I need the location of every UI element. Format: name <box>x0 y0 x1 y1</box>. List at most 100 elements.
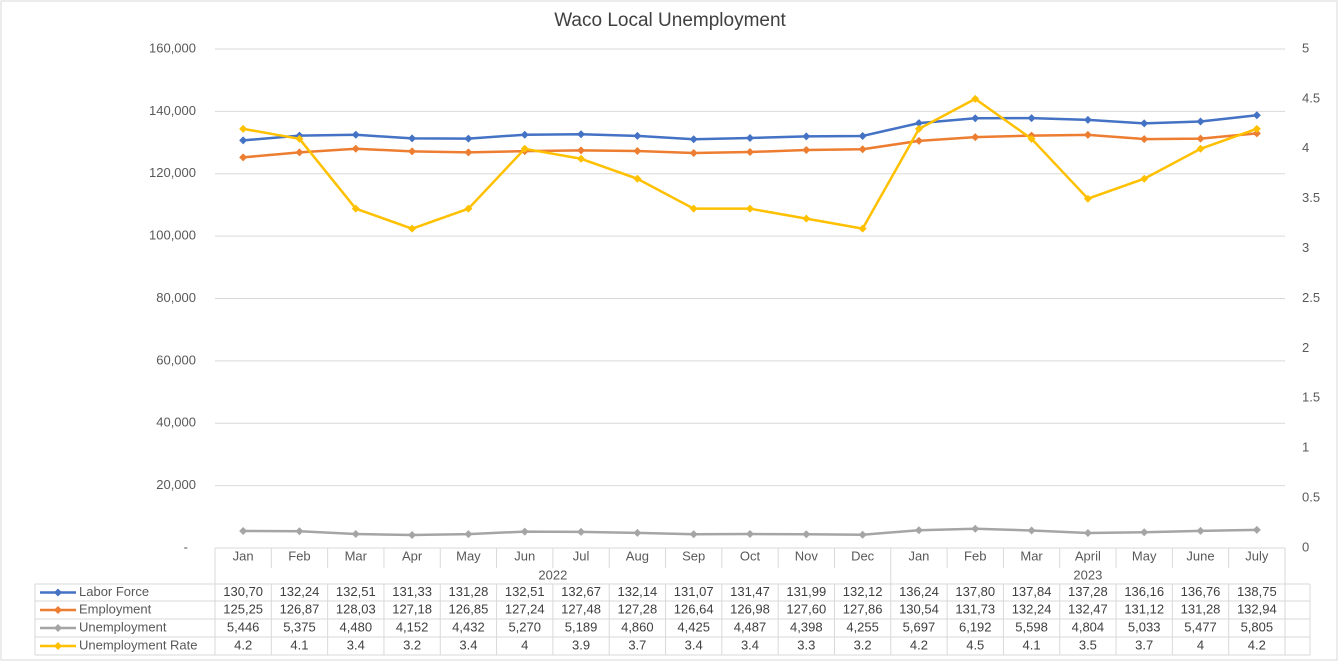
series-marker <box>1196 134 1205 143</box>
table-value: 4.1 <box>1023 637 1041 652</box>
x-tick-label: Apr <box>402 548 423 563</box>
series-marker <box>689 135 698 144</box>
table-value: 137,80 <box>955 584 995 599</box>
table-value: 4,255 <box>846 619 879 634</box>
table-value: 3.2 <box>403 637 421 652</box>
y2-tick-label: 2 <box>1302 340 1309 355</box>
series-marker <box>1196 144 1205 153</box>
y-tick-label: 120,000 <box>149 165 196 180</box>
table-value: 5,598 <box>1015 619 1048 634</box>
series-marker <box>633 528 642 537</box>
x-tick-label: Jun <box>514 548 535 563</box>
table-value: 4,152 <box>396 619 429 634</box>
table-value: 132,51 <box>336 584 376 599</box>
legend-label: Labor Force <box>79 584 149 599</box>
series-marker <box>1196 117 1205 126</box>
legend-marker <box>54 624 62 632</box>
table-value: 131,73 <box>955 601 995 616</box>
series-marker <box>577 154 586 163</box>
series-marker <box>746 133 754 142</box>
y-tick-label: 140,000 <box>149 103 196 118</box>
table-value: 131,28 <box>449 584 489 599</box>
y2-tick-label: 4 <box>1302 140 1309 155</box>
series-marker <box>408 531 417 540</box>
y-tick-label: 20,000 <box>156 477 196 492</box>
table-value: 131,33 <box>392 584 432 599</box>
table-value: 4.2 <box>1248 637 1266 652</box>
series-marker <box>1252 129 1261 138</box>
series-marker <box>802 214 811 223</box>
table-value: 131,28 <box>1181 601 1221 616</box>
table-value: 5,375 <box>283 619 316 634</box>
series-marker <box>351 130 360 139</box>
table-value: 132,24 <box>280 584 320 599</box>
series-marker <box>295 148 304 157</box>
y2-tick-label: 1.5 <box>1302 390 1320 405</box>
x-tick-label: April <box>1075 548 1101 563</box>
series-marker <box>464 148 473 157</box>
series-marker <box>1027 526 1036 535</box>
series-marker <box>464 204 473 213</box>
x-tick-label: Mar <box>1020 548 1043 563</box>
x-tick-label: May <box>1132 548 1157 563</box>
table-value: 131,99 <box>786 584 826 599</box>
series-marker <box>577 527 586 536</box>
series-marker <box>351 144 360 153</box>
table-value: 132,94 <box>1237 601 1277 616</box>
series-marker <box>520 527 529 536</box>
table-value: 4 <box>1197 637 1204 652</box>
legend-marker <box>54 606 62 614</box>
table-value: 3.2 <box>854 637 872 652</box>
table-value: 5,805 <box>1241 619 1274 634</box>
series-marker <box>802 530 811 539</box>
series-marker <box>1252 111 1261 120</box>
series-marker <box>689 204 698 213</box>
table-value: 3.7 <box>628 637 646 652</box>
table-value: 138,75 <box>1237 584 1277 599</box>
x-group-label: 2022 <box>538 567 567 582</box>
series-marker <box>802 132 811 141</box>
legend-marker <box>54 588 62 597</box>
x-tick-label: Jan <box>233 548 254 563</box>
y-tick-label: 40,000 <box>156 415 196 430</box>
y2-tick-label: 1 <box>1302 440 1309 455</box>
table-value: 127,28 <box>617 601 657 616</box>
x-tick-label: Jan <box>908 548 929 563</box>
series-marker <box>633 147 642 156</box>
y2-tick-label: 3.5 <box>1302 190 1320 205</box>
series-marker <box>689 530 698 539</box>
y2-tick-label: 0.5 <box>1302 490 1320 505</box>
table-value: 126,85 <box>449 601 489 616</box>
table-value: 4,480 <box>340 619 373 634</box>
series-marker <box>1252 525 1261 534</box>
series-marker <box>239 136 248 145</box>
series-marker <box>1252 124 1261 133</box>
series-marker <box>239 124 248 133</box>
table-value: 3.7 <box>1135 637 1153 652</box>
series-marker <box>1140 174 1149 183</box>
table-value: 127,18 <box>392 601 432 616</box>
series-marker <box>1140 135 1149 144</box>
table-value: 4.2 <box>910 637 928 652</box>
series-marker <box>408 224 417 233</box>
table-value: 136,24 <box>899 584 939 599</box>
table-value: 3.3 <box>797 637 815 652</box>
table-value: 132,24 <box>1012 601 1052 616</box>
legend-label: Unemployment Rate <box>79 637 198 652</box>
table-value: 5,270 <box>508 619 541 634</box>
series-marker <box>971 114 980 123</box>
table-value: 137,28 <box>1068 584 1108 599</box>
x-tick-label: Jul <box>573 548 590 563</box>
series-marker <box>858 530 867 539</box>
series-marker <box>914 136 923 145</box>
table-value: 5,477 <box>1184 619 1217 634</box>
series-marker <box>239 527 248 536</box>
table-value: 132,47 <box>1068 601 1108 616</box>
table-value: 4,487 <box>734 619 767 634</box>
y2-tick-label: 2.5 <box>1302 290 1320 305</box>
x-tick-label: July <box>1245 548 1269 563</box>
series-marker <box>858 145 867 154</box>
table-value: 4.1 <box>290 637 308 652</box>
series-marker <box>1196 526 1205 535</box>
